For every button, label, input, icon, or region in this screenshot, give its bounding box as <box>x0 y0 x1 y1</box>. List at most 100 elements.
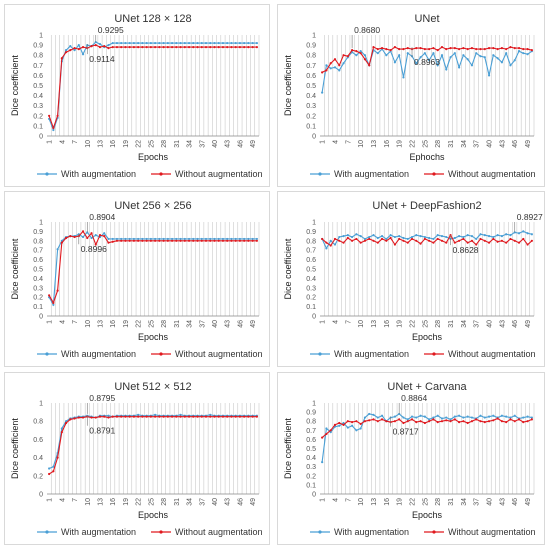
data-point <box>60 427 63 430</box>
data-point <box>436 237 439 241</box>
data-point <box>496 234 499 237</box>
data-point <box>398 418 401 421</box>
x-tick-label: 16 <box>110 320 117 328</box>
data-point <box>213 239 216 242</box>
data-point <box>419 235 422 238</box>
data-point <box>145 239 148 242</box>
x-tick-label: 25 <box>422 498 429 506</box>
data-point <box>251 237 254 241</box>
x-tick-label: 28 <box>161 320 168 328</box>
data-point <box>255 46 258 49</box>
x-tick-label: 1 <box>47 498 54 502</box>
data-point <box>466 421 469 425</box>
data-point <box>470 420 474 423</box>
data-point <box>132 237 136 241</box>
data-point <box>509 234 512 237</box>
data-point <box>333 243 337 246</box>
data-point <box>385 239 388 242</box>
x-tick-label: 28 <box>435 498 442 506</box>
data-point <box>213 46 216 49</box>
data-point <box>505 421 508 424</box>
data-point <box>111 415 114 418</box>
data-point <box>470 239 474 242</box>
data-point <box>342 421 345 425</box>
y-tick-label: 0.8 <box>33 238 43 245</box>
data-point <box>226 41 229 45</box>
x-tick-label: 40 <box>212 498 219 506</box>
data-point <box>149 237 152 241</box>
data-point <box>462 416 465 419</box>
y-tick-label: 0.9 <box>306 229 316 236</box>
y-axis-label: Dice coefficient <box>10 238 20 299</box>
data-point <box>69 418 72 421</box>
data-point <box>372 413 375 416</box>
x-tick-label: 19 <box>397 140 404 148</box>
data-point <box>346 420 349 423</box>
data-point <box>351 424 354 427</box>
data-point <box>342 423 345 426</box>
data-point <box>111 46 114 49</box>
data-point <box>483 234 486 237</box>
data-point <box>183 239 186 242</box>
data-point <box>470 416 474 419</box>
data-point <box>445 68 448 71</box>
x-tick-label: 28 <box>435 140 442 148</box>
data-point <box>453 52 456 55</box>
data-point <box>170 415 174 418</box>
data-point <box>363 239 367 242</box>
data-point <box>179 46 182 49</box>
data-point <box>466 234 469 237</box>
data-point <box>509 237 512 241</box>
data-point <box>141 41 144 45</box>
data-point <box>445 416 448 419</box>
data-point <box>483 421 486 424</box>
data-point <box>402 48 405 51</box>
data-point <box>505 52 508 55</box>
x-tick-label: 34 <box>187 320 194 328</box>
data-point <box>158 415 161 418</box>
chart-panel-unet-deepfashion2: UNet + DeepFashion2 0 0.1 0.2 0.3 0.4 0.5 0.6 0.… <box>277 191 545 367</box>
data-point <box>329 67 332 70</box>
data-point <box>410 237 414 241</box>
data-point <box>500 420 503 423</box>
data-point <box>115 237 119 241</box>
chart-svg: UNet + DeepFashion2 0 0.1 0.2 0.3 0.4 0.5 0.6 0.… <box>283 200 543 359</box>
data-point <box>492 414 495 417</box>
x-tick-label: 25 <box>148 498 155 506</box>
data-point <box>111 41 114 45</box>
data-point <box>64 49 68 52</box>
data-point <box>183 415 186 418</box>
legend-label: Without augmentation <box>175 349 263 359</box>
data-point <box>226 415 229 418</box>
data-point <box>492 235 495 239</box>
data-point <box>115 239 119 242</box>
data-point <box>209 415 212 418</box>
data-point <box>255 237 258 241</box>
y-tick-label: 0.6 <box>306 73 316 80</box>
data-point <box>376 241 379 244</box>
data-point <box>526 420 529 423</box>
data-point <box>94 234 97 237</box>
y-axis-label: Dice coefficient <box>10 55 20 116</box>
x-tick-label: 22 <box>410 498 417 506</box>
data-point <box>187 237 191 241</box>
data-point <box>243 239 246 242</box>
data-point <box>487 74 491 77</box>
data-point <box>513 59 516 62</box>
data-point <box>247 237 250 241</box>
data-point <box>325 64 328 67</box>
data-point <box>221 239 225 242</box>
data-point <box>398 54 401 57</box>
y-tick-label: 0.4 <box>33 455 43 462</box>
y-tick-label: 0.2 <box>33 295 43 302</box>
data-point <box>107 416 110 419</box>
x-tick-label: 4 <box>59 320 66 324</box>
data-point <box>419 56 422 59</box>
x-tick-label: 49 <box>525 140 532 148</box>
data-point <box>436 49 439 52</box>
data-point <box>196 41 199 45</box>
y-tick-label: 1 <box>39 401 43 408</box>
data-point <box>166 41 169 45</box>
x-tick-label: 46 <box>237 498 244 506</box>
data-point <box>445 419 448 422</box>
